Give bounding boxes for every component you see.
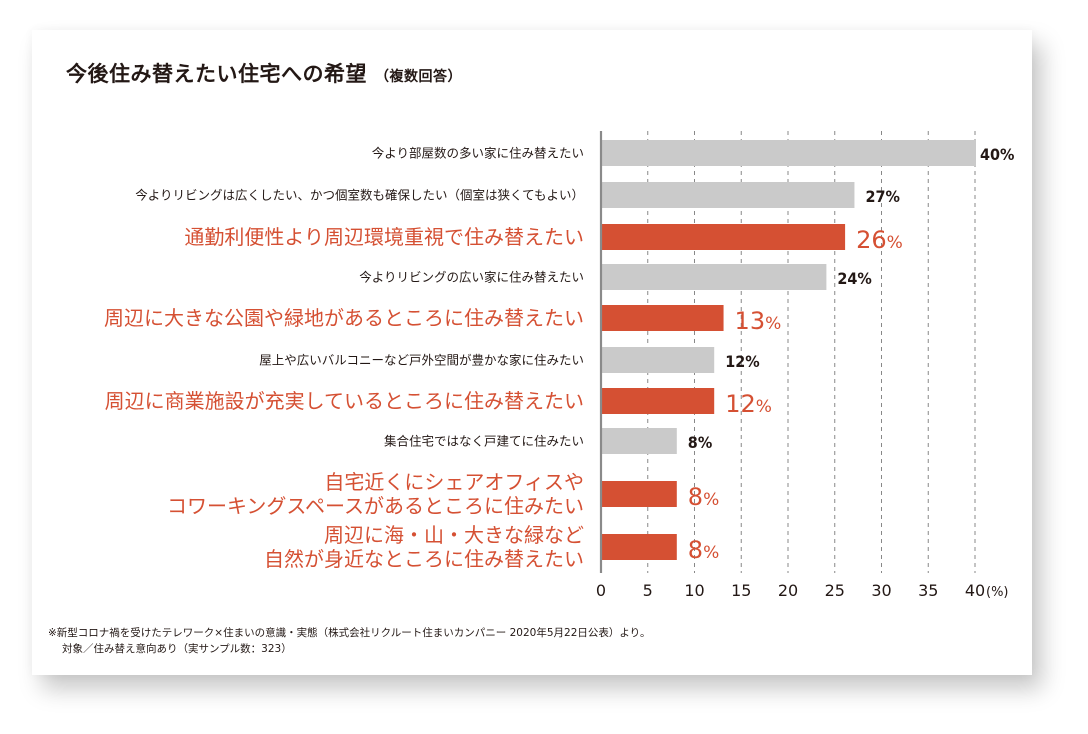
category-label: 自宅近くにシェアオフィスや <box>324 470 584 494</box>
value-label: 27% <box>865 187 899 206</box>
category-label: コワーキングスペースがあるところに住みたい <box>167 494 584 518</box>
bar <box>602 534 677 560</box>
x-tick-label: 10 <box>684 581 704 600</box>
value-label: 12% <box>725 390 772 418</box>
value-label: 40% <box>980 145 1014 164</box>
category-label: 通勤利便性より周辺環境重視で住み替えたい <box>184 225 584 249</box>
category-label: 周辺に大きな公園や緑地があるところに住み替えたい <box>104 306 584 330</box>
value-label: 8% <box>688 536 719 564</box>
bar <box>602 264 827 290</box>
x-tick-label: 30 <box>871 581 891 600</box>
bar <box>602 224 846 250</box>
category-label: 屋上や広いバルコニーなど戸外空間が豊かな家に住みたい <box>259 353 584 368</box>
value-label: 13% <box>735 307 782 335</box>
bar <box>602 347 715 373</box>
category-label: 集合住宅ではなく戸建てに住みたい <box>384 434 584 449</box>
category-label: 今よりリビングの広い家に住み替えたい <box>359 270 584 285</box>
bar <box>602 305 724 331</box>
chart-title: 今後住み替えたい住宅への希望 （複数回答） <box>66 58 462 88</box>
bar <box>602 481 677 507</box>
x-tick-label: 25 <box>825 581 845 600</box>
value-label: 8% <box>688 483 719 511</box>
x-unit-label: (%) <box>986 585 1009 600</box>
chart-card <box>32 30 1032 675</box>
value-labels: 40% 27% 26% 24% 13% 12% 12% 8% 8% 8% <box>688 145 1015 564</box>
category-label: 周辺に商業施設が充実しているところに住み替えたい <box>105 389 584 413</box>
x-tick-label: 5 <box>643 581 653 600</box>
category-label: 今より部屋数の多い家に住み替えたい <box>372 146 584 161</box>
category-labels: 今より部屋数の多い家に住み替えたい今よりリビングは広くしたい、かつ個室数も確保し… <box>104 146 584 572</box>
chart-title-subtitle: （複数回答） <box>375 69 462 85</box>
bar <box>602 428 677 454</box>
x-tick-label: 20 <box>778 581 798 600</box>
value-label: 26% <box>856 226 903 254</box>
value-label: 24% <box>837 269 871 288</box>
value-label: 12% <box>725 352 759 371</box>
category-label: 自然が身近なところに住み替えたい <box>264 547 584 571</box>
x-tick-labels: 0 5 10 15 20 25 30 35 40 (%) <box>596 581 1009 600</box>
bar <box>602 182 855 208</box>
footnote-sample: 対象／住み替え意向あり（実サンプル数：323） <box>62 643 292 655</box>
footnote-source: ※新型コロナ禍を受けたテレワーク×住まいの意識・実態（株式会社リクルート住まいカ… <box>48 627 651 639</box>
x-tick-label: 40 <box>965 581 985 600</box>
bars <box>602 140 976 560</box>
x-tick-label: 35 <box>918 581 938 600</box>
category-label: 周辺に海・山・大きな緑など <box>324 523 584 547</box>
bar <box>602 388 715 414</box>
x-tick-label: 15 <box>731 581 751 600</box>
x-tick-label: 0 <box>596 581 606 600</box>
bar <box>602 140 976 166</box>
chart-title-main: 今後住み替えたい住宅への希望 <box>66 62 367 86</box>
footnote: ※新型コロナ禍を受けたテレワーク×住まいの意識・実態（株式会社リクルート住まいカ… <box>48 625 650 657</box>
value-label: 8% <box>688 433 712 452</box>
category-label: 今よりリビングは広くしたい、かつ個室数も確保したい（個室は狭くてもよい） <box>135 188 584 203</box>
